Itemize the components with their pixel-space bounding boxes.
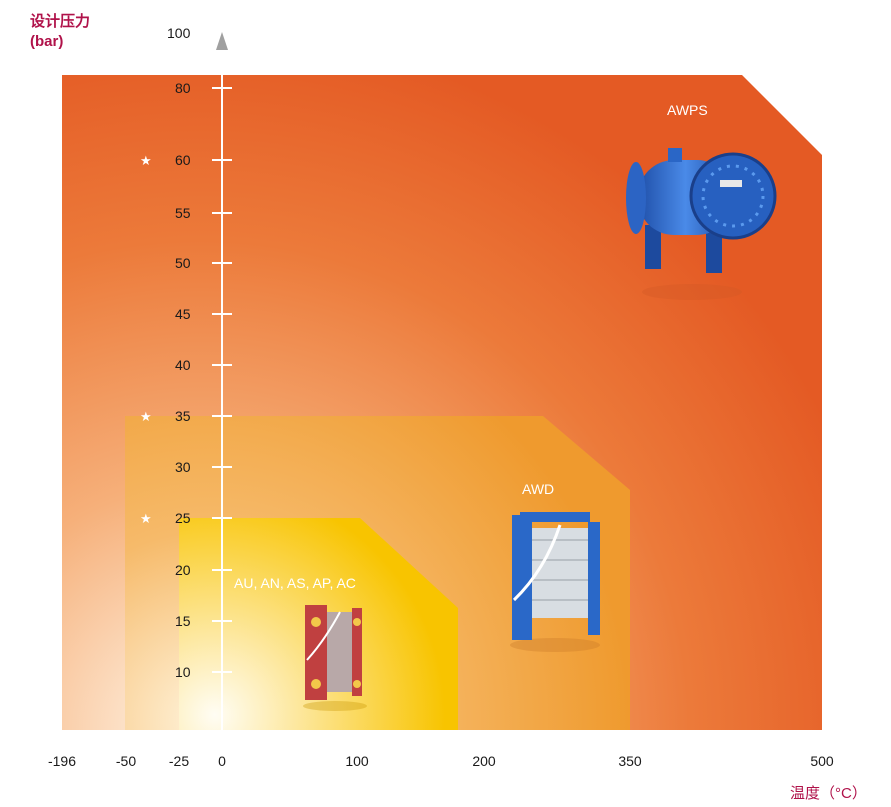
- x-tick-label: 500: [810, 753, 834, 769]
- y-tick-label: 55: [175, 205, 191, 221]
- star-icon: ★: [140, 153, 152, 168]
- y-tick-label: 100: [167, 25, 191, 41]
- x-tick-label: -50: [116, 753, 136, 769]
- y-tick-label: 35: [175, 408, 191, 424]
- y-axis-title-line1: 设计压力: [30, 12, 90, 30]
- x-tick-label: 100: [345, 753, 369, 769]
- y-tick-label: 40: [175, 357, 191, 373]
- region-label-awd: AWD: [522, 481, 554, 497]
- y-tick-label: 25: [175, 510, 191, 526]
- y-tick-label: 20: [175, 562, 191, 578]
- star-icon: ★: [140, 511, 152, 526]
- region-label-awps: AWPS: [667, 102, 708, 118]
- x-axis-ticks: -196 -50 -25 0 100 200 350 500: [48, 753, 834, 769]
- au-product-image: [303, 605, 367, 711]
- y-tick-label: 15: [175, 613, 191, 629]
- y-tick-label: 50: [175, 255, 191, 271]
- y-tick-label: 45: [175, 306, 191, 322]
- y-axis-stars: ★ ★ ★: [140, 153, 152, 526]
- y-tick-label: 60: [175, 152, 191, 168]
- y-tick-label: 10: [175, 664, 191, 680]
- x-tick-label: 200: [472, 753, 496, 769]
- x-tick-label: -25: [169, 753, 189, 769]
- x-tick-label: -196: [48, 753, 76, 769]
- x-axis-title: 温度（°C）: [790, 785, 867, 802]
- awd-product-image: [510, 512, 600, 652]
- y-axis-arrow: [216, 32, 228, 50]
- y-axis-ticks: 100 80 60 55 50 45 40 35 30 25 20 15 10: [167, 25, 232, 680]
- awps-product-image: [626, 148, 777, 300]
- star-icon: ★: [140, 409, 152, 424]
- region-label-au: AU, AN, AS, AP, AC: [234, 575, 356, 591]
- x-tick-label: 0: [218, 753, 226, 769]
- y-tick-label: 80: [175, 80, 191, 96]
- x-tick-label: 350: [618, 753, 642, 769]
- y-tick-label: 30: [175, 459, 191, 475]
- y-axis-title-line2: (bar): [30, 33, 63, 50]
